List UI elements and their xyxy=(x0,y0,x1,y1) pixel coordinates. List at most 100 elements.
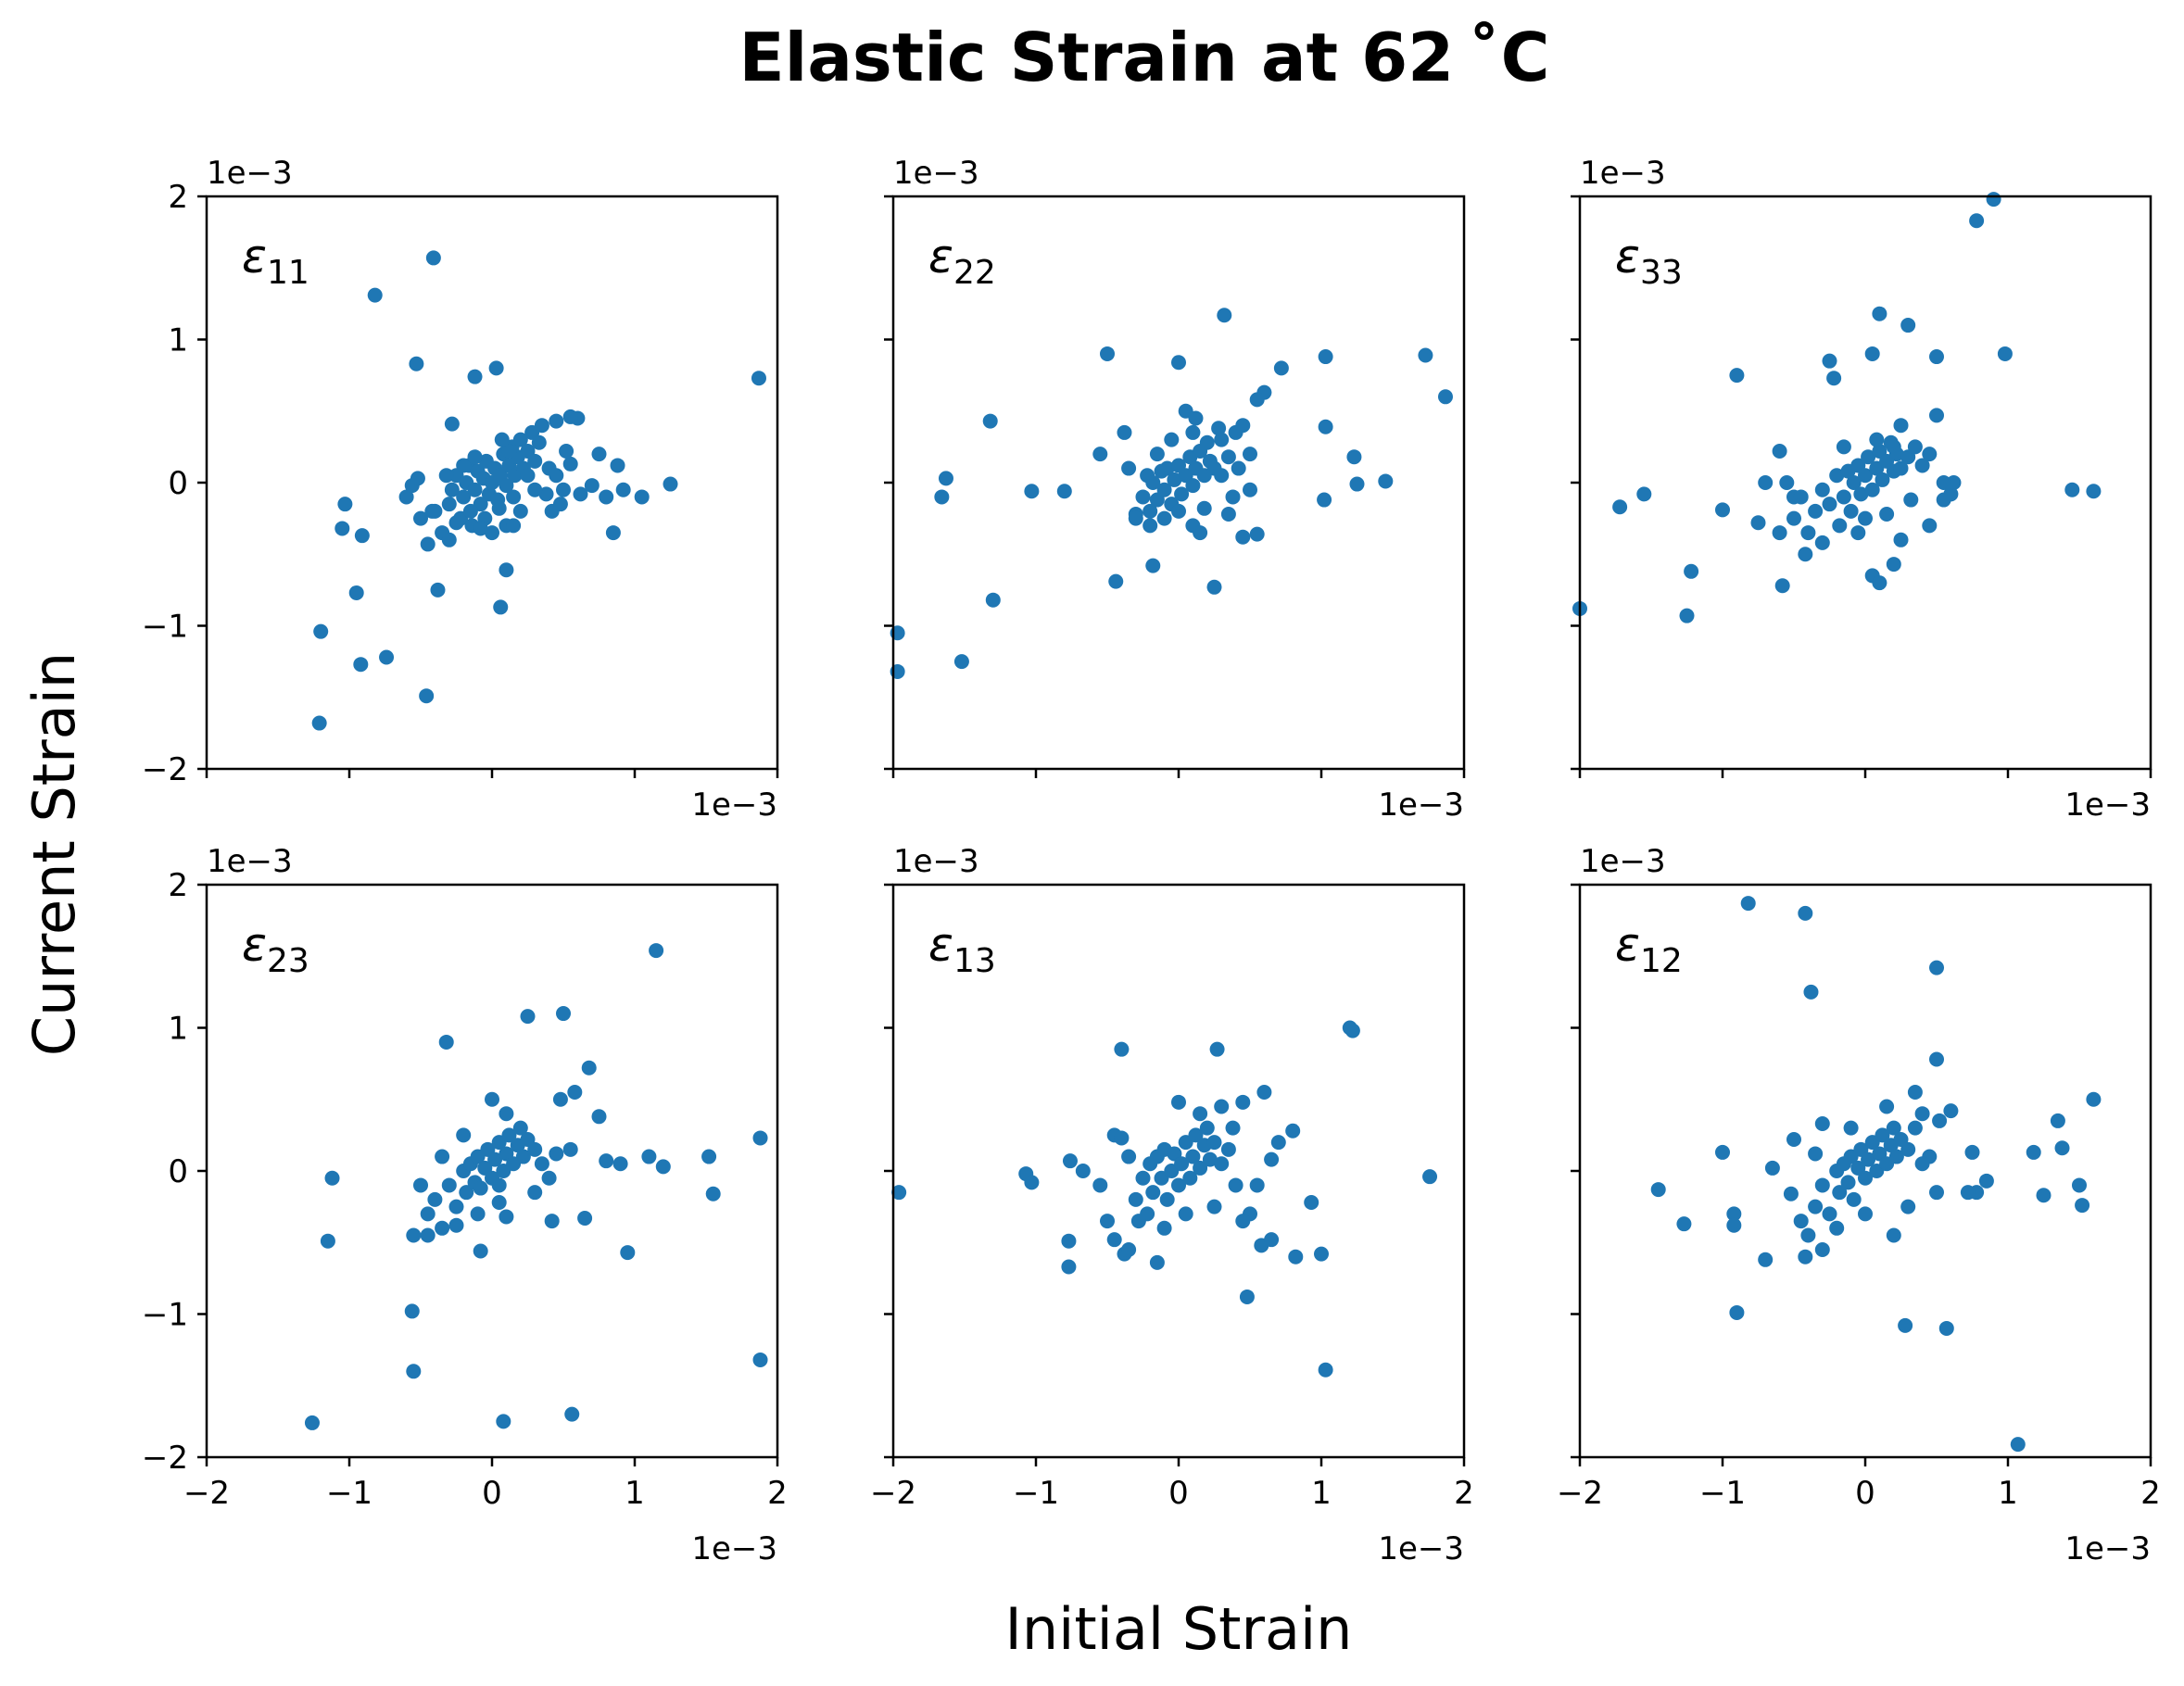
scatter-point xyxy=(1318,1362,1333,1378)
scatter-point xyxy=(348,585,364,600)
scatter-point xyxy=(1167,472,1182,487)
scatter-point xyxy=(1814,535,1830,550)
scatter-point xyxy=(1814,1241,1830,1257)
scatter-point xyxy=(379,649,395,665)
scatter-point xyxy=(641,1149,657,1164)
scatter-point xyxy=(1612,499,1628,515)
scatter-point xyxy=(462,503,478,519)
scatter-point xyxy=(527,1185,543,1201)
scatter-point xyxy=(610,458,625,473)
scatter-point xyxy=(1214,468,1230,484)
scatter-point xyxy=(491,1194,507,1210)
scatter-point xyxy=(591,447,607,462)
scatter-point xyxy=(1182,1170,1198,1186)
scatter-point xyxy=(605,525,621,541)
scatter-point xyxy=(1858,510,1873,526)
scatter-point xyxy=(493,599,509,615)
scatter-point xyxy=(488,360,504,376)
scatter-point xyxy=(1135,489,1151,505)
scatter-point xyxy=(1798,547,1813,562)
scatter-point xyxy=(541,1170,557,1186)
scatter-point xyxy=(456,1127,472,1143)
scatter-point xyxy=(337,497,353,512)
scatter-point xyxy=(353,657,369,673)
panel-13: −2 −1 0 1 2 1e−3 1e−3 ε13 xyxy=(870,843,1474,1567)
scatter-point xyxy=(409,356,424,371)
scatter-point xyxy=(1214,1099,1230,1114)
scatter-point xyxy=(1886,1120,1901,1136)
scatter-point xyxy=(1235,1214,1251,1229)
scatter-point xyxy=(1886,1227,1901,1243)
scatter-point xyxy=(1243,482,1257,497)
scatter-point xyxy=(425,250,441,266)
scatter-point xyxy=(1159,1191,1175,1207)
scatter-point xyxy=(1636,486,1652,502)
x-offset-label: 1e−3 xyxy=(691,1530,777,1567)
x-tick-label: 1 xyxy=(1311,1475,1332,1512)
scatter-point xyxy=(527,453,543,469)
scatter-point xyxy=(501,444,517,459)
scatter-point xyxy=(649,943,664,959)
panel-label: ε11 xyxy=(242,230,309,292)
scatter-point xyxy=(1879,506,1895,522)
scatter-point xyxy=(1914,1156,1930,1172)
scatter-point xyxy=(615,482,631,497)
x-offset-label: 1e−3 xyxy=(1378,1530,1464,1567)
scatter-point xyxy=(1822,497,1837,512)
scatter-point xyxy=(491,1177,507,1193)
scatter-point xyxy=(473,1243,488,1259)
scatter-point xyxy=(1164,432,1180,447)
scatter-point xyxy=(441,1177,457,1193)
scatter-point xyxy=(1174,486,1190,502)
panel-label: ε22 xyxy=(928,230,996,292)
y-tick-label: 0 xyxy=(168,465,188,502)
scatter-point xyxy=(1437,389,1453,405)
scatter-point xyxy=(1858,1206,1873,1222)
scatter-point xyxy=(1128,1191,1143,1207)
scatter-point xyxy=(1121,1241,1137,1257)
scatter-point xyxy=(1650,1182,1666,1198)
scatter-point xyxy=(424,503,440,519)
scatter-point xyxy=(1853,486,1869,502)
scatter-point xyxy=(552,497,568,512)
scatter-point xyxy=(367,287,383,303)
scatter-point xyxy=(534,418,549,434)
scatter-point xyxy=(1779,475,1795,490)
scatter-point xyxy=(313,623,329,639)
scatter-point xyxy=(1969,213,1985,229)
scatter-point xyxy=(398,489,414,505)
scatter-point xyxy=(1024,1175,1040,1190)
scatter-point xyxy=(544,1214,560,1229)
scatter-point xyxy=(1264,1151,1280,1167)
scatter-point xyxy=(499,478,514,494)
scatter-point xyxy=(470,1206,486,1222)
scatter-point xyxy=(2072,1177,2087,1193)
scatter-point xyxy=(1729,1304,1745,1320)
scatter-point xyxy=(1922,447,1938,462)
scatter-point xyxy=(420,536,436,552)
scatter-point xyxy=(467,482,483,497)
scatter-point xyxy=(1836,439,1851,455)
scatter-point xyxy=(1836,489,1851,505)
scatter-point xyxy=(1062,1153,1078,1169)
scatter-point xyxy=(1100,1214,1115,1229)
scatter-point xyxy=(1729,368,1745,384)
scatter-point xyxy=(1185,1149,1201,1164)
x-tick-label: 2 xyxy=(2140,1475,2161,1512)
scatter-point xyxy=(1936,475,1951,490)
scatter-point xyxy=(538,486,554,502)
scatter-point xyxy=(1318,419,1333,434)
scatter-point xyxy=(1061,1259,1077,1275)
x-tick-label: −2 xyxy=(870,1475,916,1512)
scatter-point xyxy=(701,1149,717,1164)
scatter-point xyxy=(413,1177,428,1193)
scatter-point xyxy=(1100,346,1115,361)
scatter-point xyxy=(1128,510,1143,526)
scatter-point xyxy=(435,1220,450,1236)
scatter-point xyxy=(1888,1149,1904,1164)
scatter-points xyxy=(891,1020,1438,1378)
scatter-point xyxy=(430,582,446,598)
scatter-point xyxy=(752,1130,768,1146)
scatter-point xyxy=(1145,1185,1161,1201)
scatter-point xyxy=(304,1415,320,1430)
